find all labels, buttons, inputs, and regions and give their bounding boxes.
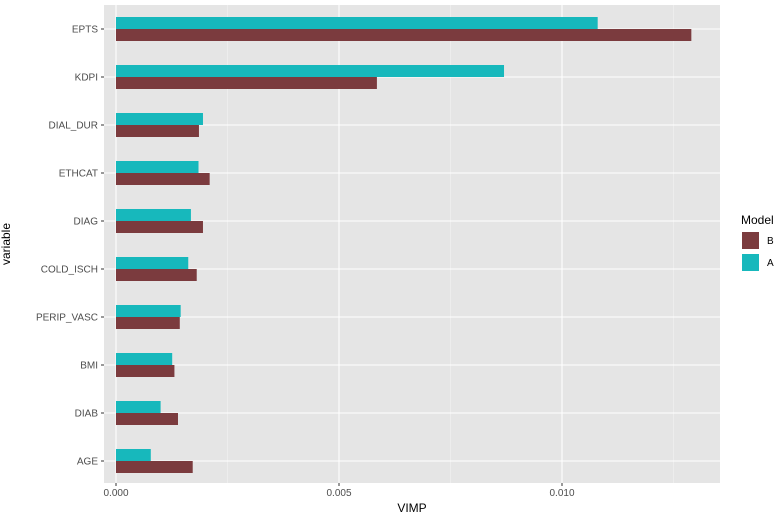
- bar-ethcat-a: [116, 161, 199, 173]
- y-tick-label: EPTS: [72, 25, 98, 36]
- x-tick-label: 0.000: [103, 488, 128, 499]
- legend-key-b: [742, 232, 759, 249]
- bar-diag-b: [116, 221, 203, 233]
- y-axis-title: variable: [0, 223, 13, 265]
- bar-diab-b: [116, 413, 178, 425]
- bar-ethcat-b: [116, 173, 210, 185]
- bar-epts-a: [116, 17, 598, 29]
- y-tick-label: AGE: [77, 457, 98, 468]
- bar-bmi-a: [116, 353, 173, 365]
- y-tick-label: DIAG: [74, 217, 99, 228]
- y-tick-label: DIAB: [75, 409, 99, 420]
- y-tick-label: PERIP_VASC: [36, 313, 98, 324]
- x-axis-ticks: 0.000 0.005 0.010: [103, 483, 575, 499]
- x-tick-label: 0.005: [326, 488, 351, 499]
- x-axis-title: VIMP: [397, 501, 426, 515]
- legend-label-a: A: [767, 258, 774, 269]
- bar-dial-dur-b: [116, 125, 199, 137]
- y-tick-label: DIAL_DUR: [49, 121, 98, 132]
- y-axis-ticks: EPTS KDPI DIAL_DUR ETHCAT DIAG COLD_ISCH PERIP…: [36, 25, 104, 468]
- x-tick-label: 0.010: [549, 488, 574, 499]
- bar-perip-vasc-a: [116, 305, 181, 317]
- bar-kdpi-a: [116, 65, 505, 77]
- legend-key-a: [742, 254, 759, 271]
- bars: [116, 17, 692, 473]
- bar-perip-vasc-b: [116, 317, 180, 329]
- bar-age-a: [116, 449, 151, 461]
- bar-diag-a: [116, 209, 191, 221]
- bar-age-b: [116, 461, 193, 473]
- bar-epts-b: [116, 29, 692, 41]
- legend-title: Model: [741, 213, 774, 227]
- bar-cold-isch-a: [116, 257, 189, 269]
- bar-dial-dur-a: [116, 113, 203, 125]
- bar-bmi-b: [116, 365, 175, 377]
- bar-kdpi-b: [116, 77, 377, 89]
- bar-cold-isch-b: [116, 269, 197, 281]
- y-tick-label: COLD_ISCH: [41, 265, 98, 276]
- y-tick-label: ETHCAT: [59, 169, 98, 180]
- y-tick-label: BMI: [80, 361, 98, 372]
- legend: Model BA: [741, 213, 774, 271]
- y-tick-label: KDPI: [75, 73, 98, 84]
- legend-label-b: B: [767, 236, 774, 247]
- bar-diab-a: [116, 401, 161, 413]
